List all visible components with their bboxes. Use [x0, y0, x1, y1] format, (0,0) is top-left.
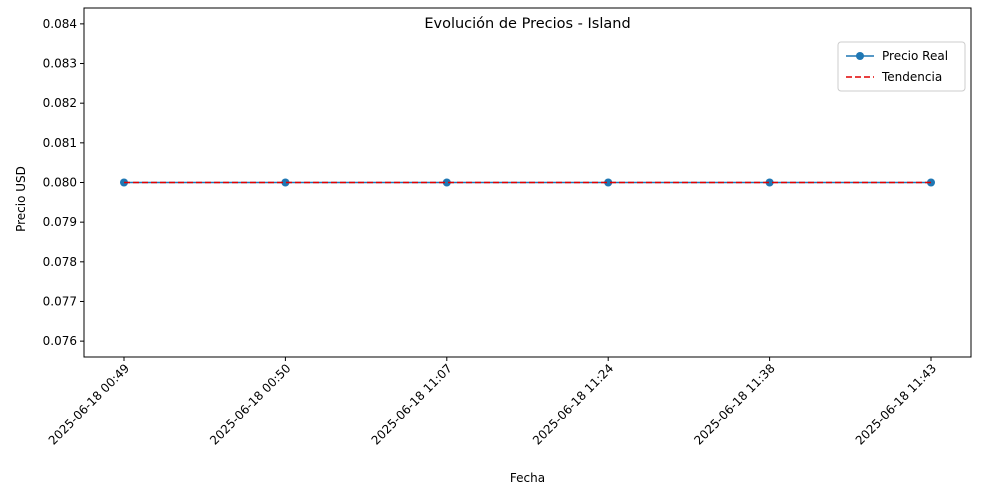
data-point [442, 178, 451, 187]
plot-area-frame [83, 7, 972, 358]
chart-title: Evolución de Precios - Island [424, 16, 630, 32]
data-point [604, 178, 613, 187]
x-tick-label: 2025-06-18 11:38 [691, 361, 777, 447]
data-point [765, 178, 774, 187]
y-tick-label: 0.083 [43, 57, 77, 71]
legend: Precio Real Tendencia [837, 41, 966, 92]
y-tick-label: 0.076 [43, 334, 77, 348]
y-axis-ticks: 0.076 0.077 0.078 0.079 0.080 0.081 0.082 0.083… [43, 17, 84, 348]
legend-label-2: Tendencia [881, 70, 942, 84]
y-tick-label: 0.077 [43, 294, 77, 308]
y-tick-label: 0.080 [43, 176, 77, 190]
y-tick-label: 0.078 [43, 255, 77, 269]
y-axis-label: Precio USD [14, 166, 28, 232]
legend-marker [856, 52, 864, 60]
x-tick-label: 2025-06-18 00:50 [207, 361, 293, 447]
legend-box [837, 41, 966, 92]
y-tick-label: 0.079 [43, 215, 77, 229]
data-point [281, 178, 290, 187]
x-axis-label: Fecha [510, 471, 545, 485]
plot-series [120, 178, 935, 187]
x-axis-ticks: 2025-06-18 00:49 2025-06-18 00:50 2025-06-… [46, 357, 939, 448]
x-tick-label: 2025-06-18 00:49 [46, 361, 132, 447]
x-tick-label: 2025-06-18 11:43 [853, 361, 939, 447]
x-tick-label: 2025-06-18 11:07 [369, 361, 455, 447]
y-tick-label: 0.081 [43, 136, 77, 150]
legend-label-1: Precio Real [882, 49, 948, 63]
y-tick-label: 0.082 [43, 96, 77, 110]
x-tick-label: 2025-06-18 11:24 [530, 361, 616, 447]
y-tick-label: 0.084 [43, 17, 77, 31]
